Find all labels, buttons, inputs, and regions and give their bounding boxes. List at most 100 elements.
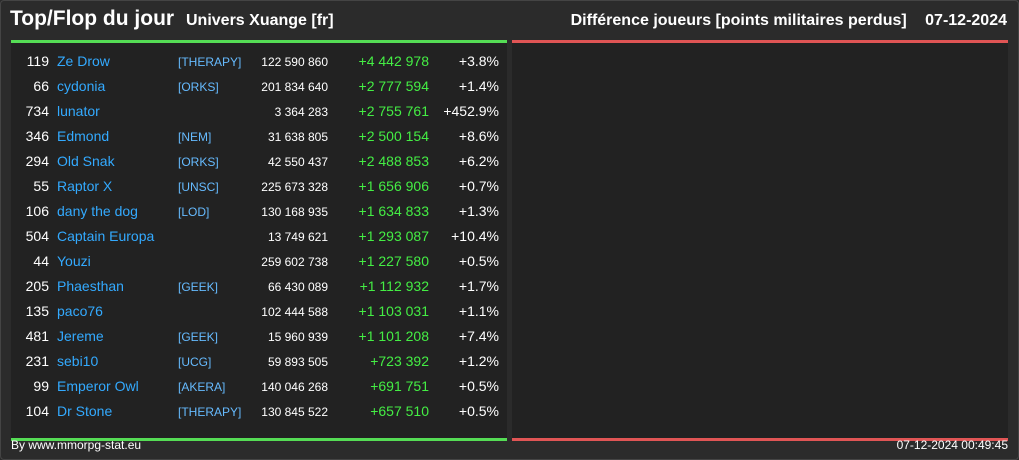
player-points: 122 590 860 xyxy=(261,55,328,69)
player-name-link[interactable]: lunator xyxy=(57,103,100,119)
points-diff: +1 101 208 xyxy=(358,328,429,344)
player-name-link[interactable]: Raptor X xyxy=(57,178,113,194)
player-rank: 106 xyxy=(25,203,49,219)
points-diff: +1 112 932 xyxy=(359,278,429,294)
alliance-tag: [THERAPY] xyxy=(178,55,242,69)
percent-change: +7.4% xyxy=(458,328,499,344)
player-name-link[interactable]: paco76 xyxy=(57,303,103,319)
points-diff: +2 500 154 xyxy=(358,128,429,144)
top-list: 119 Ze Drow [THERAPY] 122 590 860 +4 442 978… xyxy=(11,50,507,425)
player-points: 13 749 621 xyxy=(267,230,328,244)
player-name-link[interactable]: Old Snak xyxy=(57,153,115,169)
alliance-tag: [AKERA] xyxy=(178,380,226,394)
player-rank: 66 xyxy=(33,78,49,94)
percent-change: +10.4% xyxy=(451,228,499,244)
player-points: 102 444 588 xyxy=(261,305,328,319)
percent-change: +8.6% xyxy=(458,128,499,144)
table-row: 205 Phaesthan [GEEK] 66 430 089 +1 112 932 +1… xyxy=(11,275,507,300)
timestamp: 07-12-2024 00:49:45 xyxy=(896,438,1008,452)
percent-change: +0.5% xyxy=(458,403,499,419)
player-name-link[interactable]: cydonia xyxy=(57,78,106,94)
player-points: 225 673 328 xyxy=(261,180,328,194)
player-name-link[interactable]: Edmond xyxy=(57,128,110,144)
page-title: Top/Flop du jour xyxy=(10,7,175,30)
percent-change: +0.5% xyxy=(458,378,499,394)
player-name-link[interactable]: Captain Europa xyxy=(57,228,155,244)
points-diff: +1 227 580 xyxy=(358,253,429,269)
player-rank: 119 xyxy=(26,53,49,69)
points-diff: +2 777 594 xyxy=(358,78,429,94)
player-rank: 205 xyxy=(25,278,49,294)
player-name-link[interactable]: Jereme xyxy=(57,328,104,344)
player-rank: 99 xyxy=(33,378,49,394)
player-rank: 346 xyxy=(25,128,49,144)
player-rank: 104 xyxy=(25,403,49,419)
player-points: 15 960 939 xyxy=(267,330,328,344)
player-points: 140 046 268 xyxy=(261,380,328,394)
percent-change: +1.2% xyxy=(458,353,499,369)
table-row: 119 Ze Drow [THERAPY] 122 590 860 +4 442 978… xyxy=(11,50,507,75)
player-name-link[interactable]: sebi10 xyxy=(57,353,99,369)
table-row: 504 Captain Europa 13 749 621 +1 293 087 +10… xyxy=(11,225,507,250)
alliance-tag: [LOD] xyxy=(178,205,210,219)
player-points: 66 430 089 xyxy=(267,280,328,294)
header-date: 07-12-2024 xyxy=(925,12,1007,29)
alliance-tag: [UNSC] xyxy=(178,180,219,194)
points-diff: +657 510 xyxy=(370,403,429,419)
player-points: 31 638 805 xyxy=(267,130,328,144)
percent-change: +0.7% xyxy=(458,178,499,194)
points-diff: +1 293 087 xyxy=(358,228,429,244)
player-name-link[interactable]: dany the dog xyxy=(57,203,138,219)
table-row: 346 Edmond [NEM] 31 638 805 +2 500 154 +8.6% xyxy=(11,125,507,150)
player-name-link[interactable]: Ze Drow xyxy=(57,53,110,69)
header-right: Différence joueurs [points militaires pe… xyxy=(571,12,1007,30)
percent-change: +1.3% xyxy=(458,203,499,219)
table-row: 55 Raptor X [UNSC] 225 673 328 +1 656 906 +0.… xyxy=(11,175,507,200)
alliance-tag: [GEEK] xyxy=(178,330,219,344)
player-points: 201 834 640 xyxy=(261,80,328,94)
player-name-link[interactable]: Emperor Owl xyxy=(57,378,139,394)
alliance-tag: [GEEK] xyxy=(178,280,219,294)
percent-change: +0.5% xyxy=(458,253,499,269)
percent-change: +1.7% xyxy=(458,278,499,294)
table-row: 44 Youzi 259 602 738 +1 227 580 +0.5% xyxy=(11,250,507,275)
player-rank: 481 xyxy=(25,328,49,344)
alliance-tag: [THERAPY] xyxy=(178,405,242,419)
player-name-link[interactable]: Dr Stone xyxy=(57,403,113,419)
table-row: 294 Old Snak [ORKS] 42 550 437 +2 488 853 +6.… xyxy=(11,150,507,175)
player-points: 42 550 437 xyxy=(267,155,328,169)
table-row: 104 Dr Stone [THERAPY] 130 845 522 +657 510 +… xyxy=(11,400,507,425)
player-rank: 734 xyxy=(25,103,49,119)
points-diff: +1 656 906 xyxy=(358,178,429,194)
table-row: 231 sebi10 [UCG] 59 893 505 +723 392 +1.2% xyxy=(11,350,507,375)
player-points: 130 845 522 xyxy=(261,405,328,419)
player-rank: 55 xyxy=(33,178,49,194)
points-diff: +4 442 978 xyxy=(358,53,429,69)
player-points: 3 364 283 xyxy=(274,105,328,119)
percent-change: +3.8% xyxy=(458,53,499,69)
table-row: 106 dany the dog [LOD] 130 168 935 +1 634 83… xyxy=(11,200,507,225)
player-rank: 231 xyxy=(25,353,49,369)
points-diff: +2 488 853 xyxy=(358,153,429,169)
alliance-tag: [ORKS] xyxy=(178,155,219,169)
table-row: 734 lunator 3 364 283 +2 755 761 +452.9% xyxy=(11,100,507,125)
credit-link[interactable]: By www.mmorpg-stat.eu xyxy=(11,438,142,452)
alliance-tag: [NEM] xyxy=(178,130,212,144)
points-diff: +2 755 761 xyxy=(358,103,429,119)
alliance-tag: [ORKS] xyxy=(178,80,219,94)
top-panel: 119 Ze Drow [THERAPY] 122 590 860 +4 442 978… xyxy=(11,40,507,441)
points-diff: +691 751 xyxy=(370,378,429,394)
percent-change: +452.9% xyxy=(443,103,499,119)
table-row: 99 Emperor Owl [AKERA] 140 046 268 +691 751 +… xyxy=(11,375,507,400)
points-diff: +1 634 833 xyxy=(358,203,429,219)
player-name-link[interactable]: Phaesthan xyxy=(57,278,124,294)
player-points: 130 168 935 xyxy=(261,205,328,219)
player-rank: 294 xyxy=(25,153,49,169)
percent-change: +1.4% xyxy=(458,78,499,94)
points-diff: +723 392 xyxy=(370,353,429,369)
universe-label: Univers Xuange [fr] xyxy=(186,12,334,29)
player-rank: 44 xyxy=(33,253,49,269)
points-diff: +1 103 031 xyxy=(358,303,429,319)
percent-change: +1.1% xyxy=(458,303,499,319)
player-name-link[interactable]: Youzi xyxy=(57,253,91,269)
